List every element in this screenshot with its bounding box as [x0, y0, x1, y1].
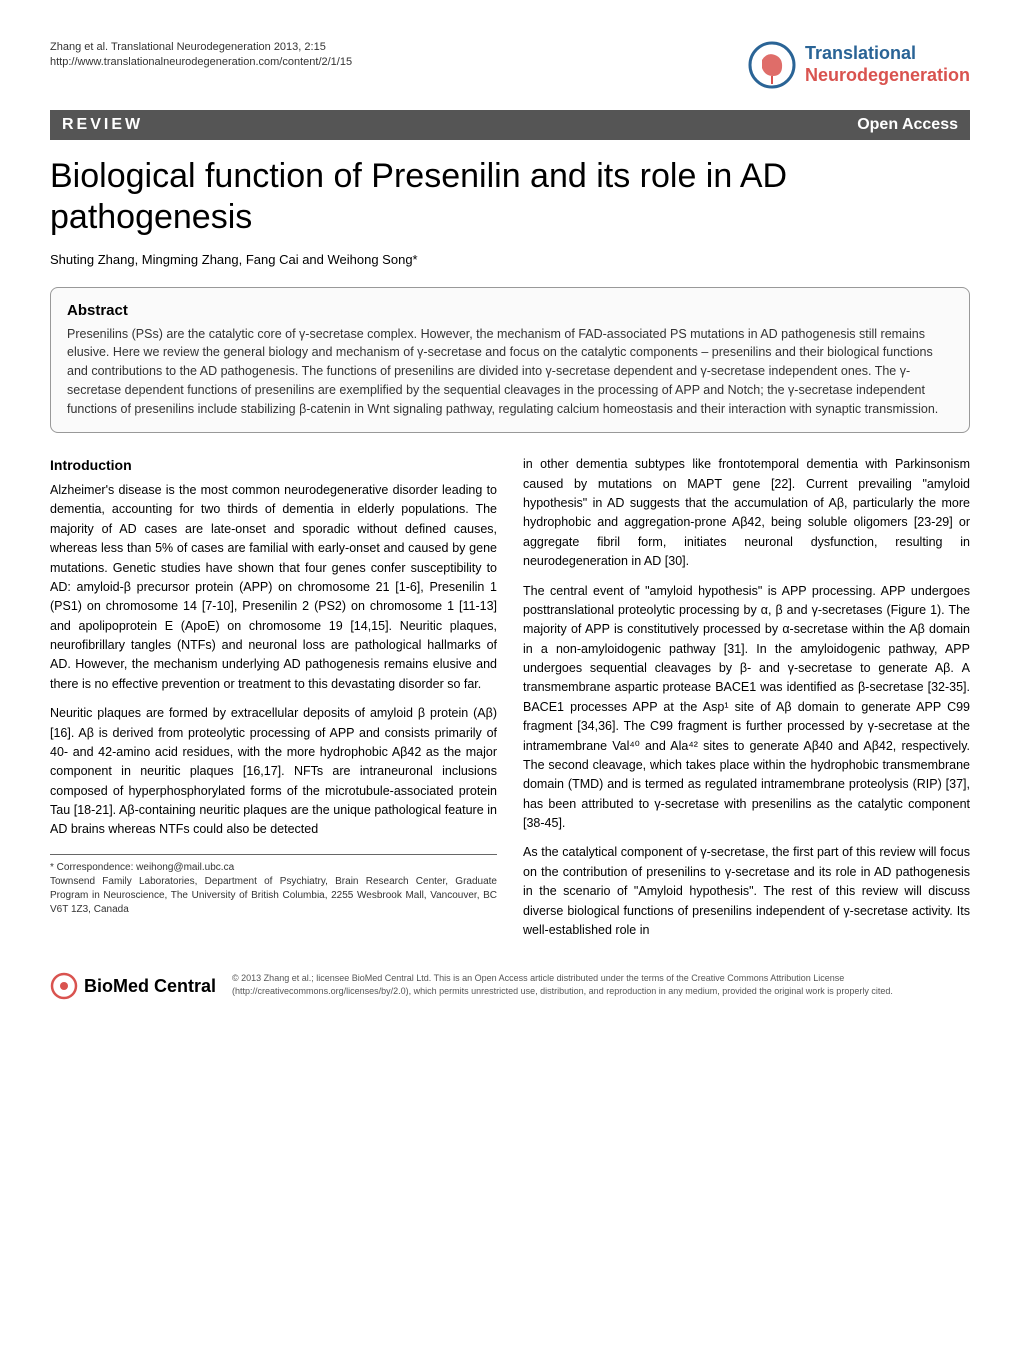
article-type-bar: REVIEW Open Access — [50, 110, 970, 140]
citation-block: Zhang et al. Translational Neurodegenera… — [50, 40, 352, 71]
abstract-body: Presenilins (PSs) are the catalytic core… — [67, 325, 953, 419]
right-p3: As the catalytical component of γ-secret… — [523, 843, 970, 940]
affiliation-address: Townsend Family Laboratories, Department… — [50, 875, 497, 917]
correspondence-line: * Correspondence: weihong@mail.ubc.ca — [50, 861, 497, 875]
body-columns: Introduction Alzheimer's disease is the … — [50, 455, 970, 950]
citation-line: Zhang et al. Translational Neurodegenera… — [50, 40, 352, 55]
bmc-icon — [50, 972, 78, 1000]
brain-icon — [747, 40, 797, 90]
left-column: Introduction Alzheimer's disease is the … — [50, 455, 497, 950]
author-list: Shuting Zhang, Mingming Zhang, Fang Cai … — [50, 252, 970, 267]
right-p2: The central event of "amyloid hypothesis… — [523, 582, 970, 834]
authors-text: Shuting Zhang, Mingming Zhang, Fang Cai … — [50, 252, 418, 267]
page-header: Zhang et al. Translational Neurodegenera… — [50, 40, 970, 90]
journal-name-line1: Translational — [805, 43, 970, 65]
bmc-label: BioMed Central — [84, 976, 216, 997]
affiliation-block: * Correspondence: weihong@mail.ubc.ca To… — [50, 854, 497, 917]
intro-p2: Neuritic plaques are formed by extracell… — [50, 704, 497, 840]
intro-p1: Alzheimer's disease is the most common n… — [50, 481, 497, 694]
open-access-label: Open Access — [857, 116, 958, 134]
journal-name-line2: Neurodegeneration — [805, 65, 970, 87]
citation-url: http://www.translationalneurodegeneratio… — [50, 55, 352, 70]
license-text: © 2013 Zhang et al.; licensee BioMed Cen… — [232, 972, 970, 997]
biomed-central-logo: BioMed Central — [50, 972, 216, 1000]
article-title: Biological function of Presenilin and it… — [50, 156, 970, 238]
abstract-box: Abstract Presenilins (PSs) are the catal… — [50, 287, 970, 434]
article-type: REVIEW — [62, 116, 143, 134]
right-column: in other dementia subtypes like frontote… — [523, 455, 970, 950]
right-p1: in other dementia subtypes like frontote… — [523, 455, 970, 571]
journal-logo: Translational Neurodegeneration — [747, 40, 970, 90]
introduction-heading: Introduction — [50, 455, 497, 477]
abstract-heading: Abstract — [67, 302, 953, 319]
page-footer: BioMed Central © 2013 Zhang et al.; lice… — [50, 972, 970, 1000]
journal-name: Translational Neurodegeneration — [805, 43, 970, 86]
